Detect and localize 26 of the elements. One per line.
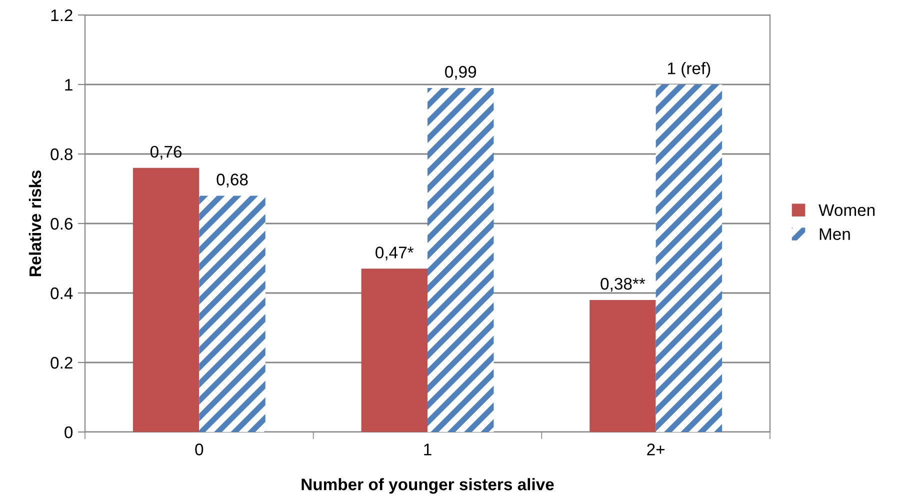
y-tick-label: 0 <box>64 426 73 438</box>
data-label: 0,99 <box>445 66 476 80</box>
y-tick-label: 1.2 <box>51 9 72 22</box>
y-tick-label: 0.4 <box>50 287 73 300</box>
y-axis-title: Relative risks <box>28 170 42 276</box>
data-label: 0,76 <box>150 146 182 160</box>
legend-label: Women <box>818 204 875 216</box>
y-tick-label: 0.6 <box>50 218 72 230</box>
y-tick-label: 0.2 <box>50 356 72 369</box>
bar <box>361 268 428 432</box>
bar <box>590 300 656 432</box>
y-tick-label: 0.8 <box>50 148 72 160</box>
bar <box>428 88 494 432</box>
legend-label: Men <box>820 228 850 240</box>
data-label: 0,47* <box>376 246 414 260</box>
bar <box>132 168 200 432</box>
data-label: 0,68 <box>216 174 248 188</box>
x-tick-label: 1 <box>424 444 432 456</box>
x-axis-title: Number of younger sisters alive <box>302 478 554 494</box>
x-tick-label: 0 <box>195 444 204 456</box>
data-label: 1 (ref) <box>668 62 710 78</box>
data-label: 0,38** <box>600 278 646 292</box>
bar <box>199 196 266 432</box>
x-tick-label: 2+ <box>647 444 665 456</box>
y-tick-label: 1 <box>65 79 72 91</box>
bar <box>656 84 722 432</box>
